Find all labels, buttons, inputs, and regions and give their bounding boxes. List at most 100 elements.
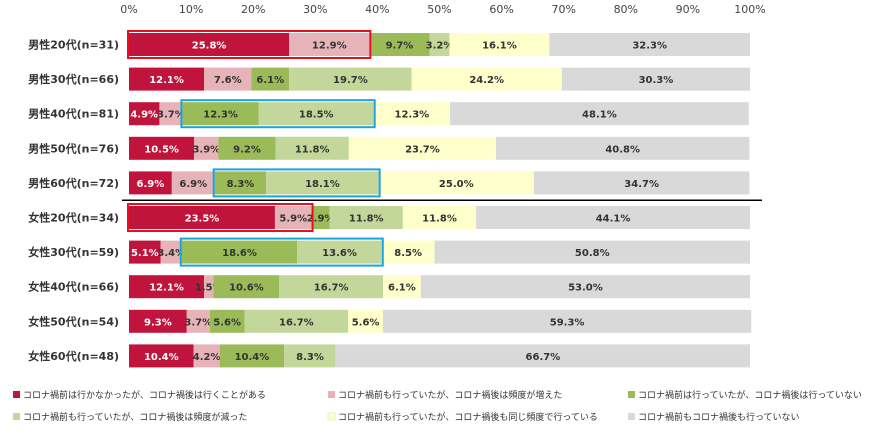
bar-segment — [129, 67, 205, 91]
data-label: 16.7% — [314, 283, 349, 294]
x-tick-label: 100% — [734, 3, 765, 16]
bar-segment — [251, 67, 290, 91]
bar-segment — [129, 309, 187, 333]
data-label: 59.3% — [550, 317, 585, 328]
bar-segment — [450, 102, 749, 126]
bar-segment — [258, 102, 374, 126]
highlight-box — [180, 99, 376, 129]
data-label: 10.4% — [235, 352, 270, 363]
data-label: 4.9% — [130, 110, 158, 121]
data-label: 18.6% — [222, 248, 257, 259]
data-label: 18.5% — [299, 110, 334, 121]
x-tick-label: 70% — [551, 3, 575, 16]
bar-segment — [382, 309, 752, 333]
bar-segment — [279, 275, 383, 299]
bar-segment — [181, 240, 298, 264]
data-label: 9.7% — [386, 41, 414, 52]
bar-segment — [348, 309, 383, 333]
bar-segment — [160, 240, 182, 264]
bar-segment — [348, 136, 497, 160]
data-label: 11.8% — [349, 214, 384, 225]
legend-label: コロナ禍前も行っていたが、コロナ禍後は頻度が減った — [23, 411, 247, 423]
data-label: 12.1% — [149, 75, 184, 86]
bar-segment — [204, 275, 214, 299]
category-label: 女性40代(n=66) — [28, 280, 119, 294]
category-label: 男性30代(n=66) — [28, 72, 119, 86]
data-label: 6.1% — [388, 283, 416, 294]
bar-segment — [275, 136, 349, 160]
bar-segment — [429, 33, 450, 56]
bar-segment — [434, 240, 750, 264]
category-label: 女性20代(n=34) — [28, 211, 119, 225]
bar-segment — [129, 136, 195, 160]
bar-segment — [289, 67, 412, 91]
data-label: 5.9% — [279, 214, 307, 225]
legend-swatch — [13, 413, 20, 420]
bar-segment — [311, 206, 330, 229]
data-label: 12.3% — [395, 110, 430, 121]
bar-segment — [194, 136, 219, 160]
bar-segment — [549, 33, 750, 56]
bar-segment — [129, 344, 194, 368]
highlight-box — [127, 30, 372, 59]
bar-segment — [193, 344, 220, 368]
bar-segment — [214, 171, 267, 195]
bar-segment — [186, 309, 210, 333]
highlight-box — [127, 203, 314, 232]
data-label: 10.4% — [144, 352, 179, 363]
bar-segment — [129, 102, 160, 126]
bar-segment — [171, 171, 215, 195]
bar-segment — [182, 102, 259, 126]
data-label: 3.9% — [192, 144, 220, 155]
x-tick-label: 0% — [120, 3, 137, 16]
legend-label: コロナ禍前も行っていたが、コロナ禍後も同じ頻度で行っている — [338, 411, 598, 423]
data-label: 8.5% — [394, 248, 422, 259]
bar-segment — [335, 344, 750, 368]
x-tick-label: 10% — [179, 3, 203, 16]
bar-segment — [533, 171, 750, 195]
bar-segment — [297, 240, 382, 264]
data-label: 12.9% — [312, 41, 347, 52]
legend-label: コロナ禍前は行っていたが、コロナ禍後は行っていない — [638, 389, 862, 401]
data-label: 23.7% — [405, 144, 440, 155]
bar-segment — [219, 344, 285, 368]
legend-swatch — [628, 413, 635, 420]
category-label: 男性20代(n=31) — [28, 38, 119, 52]
x-tick-label: 90% — [676, 3, 700, 16]
bar-segment — [213, 275, 280, 299]
data-label: 10.6% — [229, 283, 264, 294]
data-label: 6.9% — [137, 179, 165, 190]
data-label: 9.2% — [233, 144, 261, 155]
data-label: 1.5% — [195, 283, 223, 294]
bar-segment — [382, 275, 421, 299]
data-label: 66.7% — [526, 352, 561, 363]
category-label: 女性30代(n=59) — [28, 245, 119, 259]
data-label: 3.2% — [426, 41, 454, 52]
data-label: 16.7% — [279, 317, 314, 328]
legend-swatch — [628, 391, 635, 398]
bar-segment — [561, 67, 750, 91]
data-label: 24.2% — [469, 75, 504, 86]
data-label: 4.2% — [193, 352, 221, 363]
highlight-box — [179, 237, 384, 267]
bar-segment — [209, 309, 245, 333]
bar-segment — [129, 171, 172, 195]
category-label: 女性50代(n=54) — [28, 314, 119, 328]
data-label: 2.9% — [307, 214, 335, 225]
data-label: 3.7% — [184, 317, 212, 328]
x-tick-label: 60% — [489, 3, 513, 16]
bar-segment — [289, 33, 370, 56]
data-label: 7.6% — [214, 75, 242, 86]
data-label: 25.0% — [439, 179, 474, 190]
data-label: 32.3% — [632, 41, 667, 52]
data-label: 50.8% — [575, 248, 610, 259]
bar-segment — [274, 206, 312, 229]
data-label: 53.0% — [568, 283, 603, 294]
bar-segment — [369, 33, 430, 56]
data-label: 6.1% — [256, 75, 284, 86]
x-tick-label: 30% — [303, 3, 327, 16]
x-tick-label: 80% — [614, 3, 638, 16]
data-label: 23.5% — [185, 214, 220, 225]
data-label: 25.8% — [192, 41, 227, 52]
